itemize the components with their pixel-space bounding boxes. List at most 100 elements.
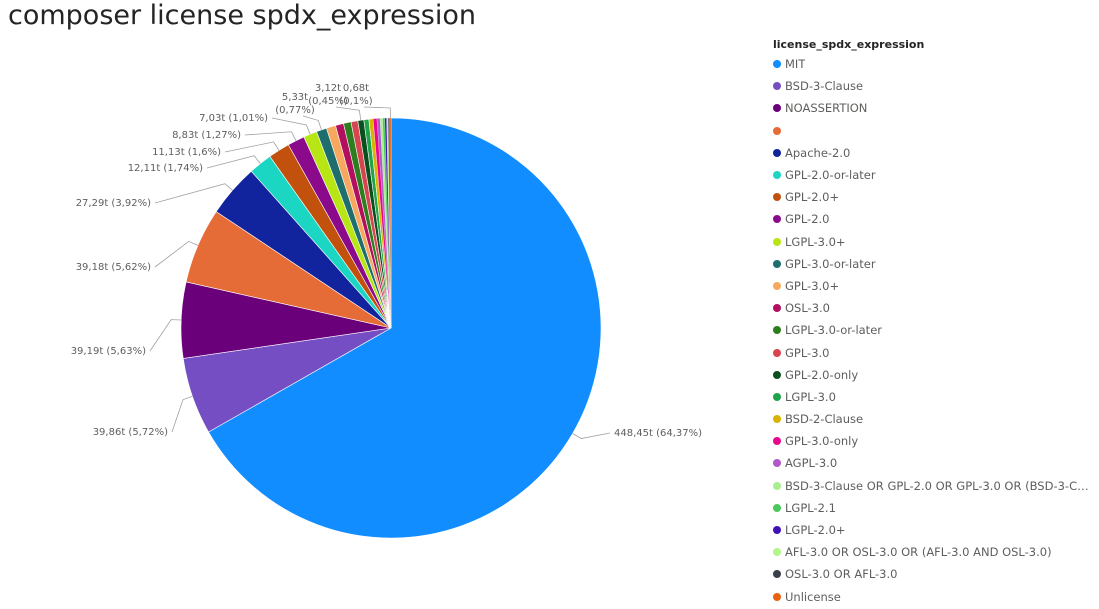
- legend-label: MIT: [785, 57, 806, 72]
- legend-label: LGPL-2.1: [785, 500, 836, 515]
- legend-label: GPL-3.0-or-later: [785, 256, 876, 271]
- legend: license_spdx_expression MIT BSD-3-Clause N…: [773, 37, 1093, 608]
- legend-item[interactable]: BSD-3-Clause OR GPL-2.0 OR GPL-3.0 OR (B…: [773, 475, 1093, 497]
- legend-item[interactable]: GPL-3.0-only: [773, 430, 1093, 452]
- legend-label: BSD-3-Clause OR GPL-2.0 OR GPL-3.0 OR (B…: [785, 478, 1090, 493]
- legend-swatch: [773, 348, 781, 357]
- legend-label: GPL-3.0: [785, 345, 830, 360]
- legend-items: MIT BSD-3-Clause NOASSERTION Apache-2.0 GPL-…: [773, 53, 1093, 608]
- legend-item[interactable]: Unlicense: [773, 586, 1093, 608]
- legend-swatch: [773, 193, 781, 202]
- leader-line: [363, 106, 391, 119]
- leader-line: [244, 131, 297, 141]
- legend-swatch: [773, 570, 781, 579]
- data-label: 3,12t: [315, 83, 341, 94]
- leader-line: [224, 141, 280, 153]
- legend-swatch: [773, 437, 781, 446]
- legend-item[interactable]: AFL-3.0 OR OSL-3.0 OR (AFL-3.0 AND OSL-3…: [773, 541, 1093, 563]
- legend-label: LGPL-3.0: [785, 389, 836, 404]
- legend-label: AFL-3.0 OR OSL-3.0 OR (AFL-3.0 AND OSL-3…: [785, 545, 1052, 560]
- legend-label: Unlicense: [785, 589, 841, 604]
- legend-swatch: [773, 82, 781, 91]
- data-label: 5,33t: [282, 92, 308, 103]
- legend-item[interactable]: BSD-2-Clause: [773, 408, 1093, 430]
- legend-swatch: [773, 459, 781, 468]
- legend-swatch: [773, 104, 781, 113]
- legend-swatch: [773, 370, 781, 379]
- legend-item[interactable]: LGPL-2.1: [773, 497, 1093, 519]
- legend-label: GPL-2.0-or-later: [785, 168, 876, 183]
- legend-swatch: [773, 126, 781, 135]
- legend-swatch: [773, 148, 781, 157]
- chart-title: composer license spdx_expression: [8, 0, 476, 31]
- legend-label: OSL-3.0: [785, 301, 830, 316]
- legend-item[interactable]: LGPL-3.0-or-later: [773, 319, 1093, 341]
- legend-item[interactable]: Apache-2.0: [773, 142, 1093, 164]
- legend-item[interactable]: LGPL-2.0+: [773, 519, 1093, 541]
- legend-label: Apache-2.0: [785, 145, 851, 160]
- data-labels: 448,45t (64,37%) 39,86t (5,72%) 39,19t (5,…: [71, 83, 702, 439]
- legend-label: GPL-3.0+: [785, 278, 840, 293]
- legend-item[interactable]: GPL-2.0: [773, 208, 1093, 230]
- data-label: 12,11t (1,74%): [128, 163, 203, 174]
- legend-item[interactable]: BSD-3-Clause: [773, 75, 1093, 97]
- legend-item[interactable]: AGPL-3.0: [773, 452, 1093, 474]
- legend-swatch: [773, 526, 781, 535]
- leader-line: [271, 117, 311, 135]
- legend-label: BSD-2-Clause: [785, 412, 864, 427]
- data-label: 27,29t (3,92%): [76, 198, 151, 209]
- leader-line: [154, 240, 199, 268]
- leader-line: [171, 396, 193, 433]
- legend-item[interactable]: LGPL-3.0+: [773, 231, 1093, 253]
- data-label-pct: (0,77%): [275, 105, 315, 116]
- data-label: 7,03t (1,01%): [199, 113, 268, 124]
- legend-swatch: [773, 304, 781, 313]
- legend-label: NOASSERTION: [785, 101, 868, 116]
- legend-swatch: [773, 281, 781, 290]
- data-label: 39,18t (5,62%): [76, 262, 151, 273]
- legend-item[interactable]: GPL-2.0+: [773, 186, 1093, 208]
- data-label-pct: (0,1%): [339, 96, 372, 107]
- legend-label: LGPL-3.0-or-later: [785, 323, 882, 338]
- legend-swatch: [773, 415, 781, 424]
- data-label: 0,68t: [343, 83, 369, 94]
- legend-item[interactable]: GPL-2.0-or-later: [773, 164, 1093, 186]
- pie-chart: 448,45t (64,37%) 39,86t (5,72%) 39,19t (5,…: [71, 83, 702, 539]
- data-label: 8,83t (1,27%): [172, 130, 241, 141]
- legend-label: BSD-3-Clause: [785, 79, 864, 94]
- legend-item[interactable]: MIT: [773, 53, 1093, 75]
- legend-swatch: [773, 259, 781, 268]
- leader-line: [149, 319, 182, 352]
- legend-label: GPL-2.0-only: [785, 367, 859, 382]
- legend-swatch: [773, 237, 781, 246]
- pie-slice[interactable]: [208, 117, 602, 539]
- legend-swatch: [773, 326, 781, 335]
- legend-swatch: [773, 481, 781, 490]
- legend-label: LGPL-3.0+: [785, 234, 846, 249]
- leader-line: [302, 115, 322, 130]
- legend-label: OSL-3.0 OR AFL-3.0: [785, 567, 898, 582]
- legend-item[interactable]: OSL-3.0 OR AFL-3.0: [773, 563, 1093, 585]
- legend-item[interactable]: [773, 120, 1093, 142]
- legend-swatch: [773, 503, 781, 512]
- data-label: 39,19t (5,63%): [71, 346, 146, 357]
- legend-swatch: [773, 592, 781, 601]
- legend-label: GPL-3.0-only: [785, 434, 859, 449]
- legend-title: license_spdx_expression: [773, 38, 925, 51]
- leader-line: [206, 155, 261, 169]
- legend-swatch: [773, 392, 781, 401]
- data-label: 11,13t (1,6%): [152, 147, 221, 158]
- legend-item[interactable]: GPL-3.0+: [773, 275, 1093, 297]
- legend-item[interactable]: GPL-2.0-only: [773, 364, 1093, 386]
- data-label-pct: (0,45%): [308, 96, 348, 107]
- legend-item[interactable]: LGPL-3.0: [773, 386, 1093, 408]
- leader-line: [572, 432, 611, 439]
- legend-item[interactable]: OSL-3.0: [773, 297, 1093, 319]
- legend-item[interactable]: NOASSERTION: [773, 97, 1093, 119]
- legend-label: LGPL-2.0+: [785, 523, 846, 538]
- legend-swatch: [773, 548, 781, 557]
- data-label: 448,45t (64,37%): [614, 428, 702, 439]
- legend-item[interactable]: GPL-3.0: [773, 341, 1093, 363]
- leader-line: [335, 106, 362, 121]
- legend-item[interactable]: GPL-3.0-or-later: [773, 253, 1093, 275]
